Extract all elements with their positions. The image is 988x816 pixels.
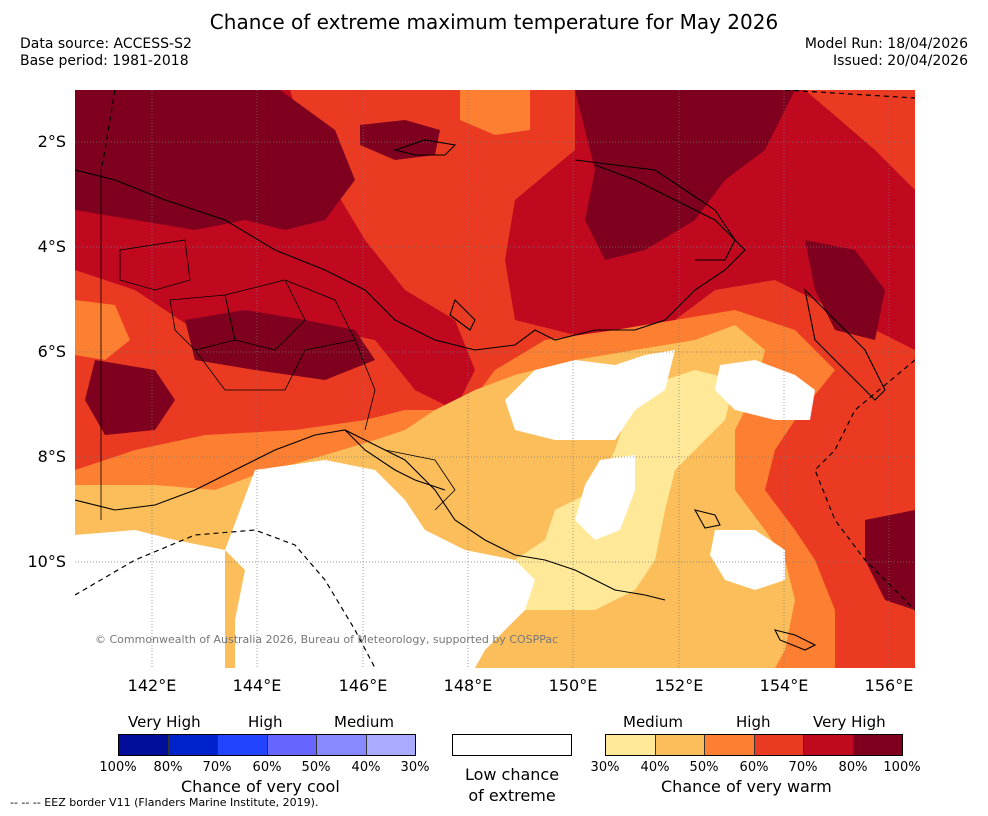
- lat-label: 10°S: [27, 552, 66, 571]
- region-low-chance-3: [715, 360, 815, 420]
- lat-label: 2°S: [37, 132, 66, 151]
- meta-left: Data source: ACCESS-S2 Base period: 1981…: [20, 36, 192, 70]
- low-chance-line2: of extreme: [468, 786, 556, 805]
- warm-swatch: [705, 735, 755, 755]
- lon-label: 146°E: [338, 676, 388, 695]
- warm-swatch: [853, 735, 902, 755]
- region-dark-west: [85, 360, 175, 435]
- lat-label: 4°S: [37, 237, 66, 256]
- warm-level-medium: Medium: [623, 713, 683, 731]
- cool-level-high: High: [248, 713, 283, 731]
- region-dark-ne: [575, 90, 795, 260]
- meta-right: Model Run: 18/04/2026 Issued: 20/04/2026: [805, 36, 968, 70]
- warm-tick: 30%: [590, 760, 620, 775]
- model-run: Model Run: 18/04/2026: [804, 36, 968, 52]
- warm-caption: Chance of very warm: [661, 777, 832, 796]
- lon-label: 148°E: [443, 676, 493, 695]
- warm-tick: 60%: [739, 760, 769, 775]
- cool-level-medium: Medium: [334, 713, 394, 731]
- warm-tick: 50%: [689, 760, 719, 775]
- lon-label: 154°E: [759, 676, 809, 695]
- cool-swatch: [168, 735, 218, 755]
- lat-label: 8°S: [37, 447, 66, 466]
- lon-label: 144°E: [232, 676, 282, 695]
- province-borders: [100, 170, 456, 520]
- cool-tick: 80%: [153, 760, 183, 775]
- eez-border-note: -- -- -- EEZ border V11 (Flanders Marine…: [10, 796, 319, 809]
- warm-tick: 100%: [883, 760, 921, 775]
- copyright-notice: © Commonwealth of Australia 2026, Bureau…: [95, 633, 559, 646]
- cool-colorbar: [118, 734, 416, 756]
- cool-tick: 40%: [351, 760, 381, 775]
- region-dark-nw: [75, 90, 355, 230]
- cool-swatch: [267, 735, 317, 755]
- warm-level-very-high: Very High: [813, 713, 886, 731]
- warm-swatch: [804, 735, 854, 755]
- lat-label: 6°S: [37, 342, 66, 361]
- region-dark-north: [360, 120, 440, 160]
- cool-caption: Chance of very cool: [181, 777, 340, 796]
- region-low-chance-5: [710, 530, 785, 590]
- warm-level-high: High: [736, 713, 771, 731]
- map-svg: [75, 90, 915, 668]
- eez-border: [75, 90, 915, 668]
- data-source: Data source: ACCESS-S2: [20, 36, 192, 52]
- region-low-chance: [75, 460, 535, 668]
- cool-tick: 100%: [99, 760, 137, 775]
- cool-swatch: [218, 735, 268, 755]
- warm-tick: 80%: [838, 760, 868, 775]
- graticule: [75, 90, 915, 668]
- region-dark-east: [805, 240, 885, 340]
- warm-tick: 40%: [640, 760, 670, 775]
- forecast-map[interactable]: [75, 90, 915, 668]
- warm-swatch: [754, 735, 804, 755]
- cool-swatch: [119, 735, 169, 755]
- region-50-60-west: [75, 300, 130, 360]
- lon-label: 150°E: [548, 676, 598, 695]
- issued-date: Issued: 20/04/2026: [833, 53, 968, 69]
- cool-tick: 30%: [400, 760, 430, 775]
- lon-label: 152°E: [654, 676, 704, 695]
- cool-level-very-high: Very High: [128, 713, 201, 731]
- warm-tick: 70%: [788, 760, 818, 775]
- warm-colorbar: [605, 734, 903, 756]
- coastline: [75, 139, 886, 651]
- region-low-chance-2: [505, 350, 675, 440]
- lon-label: 142°E: [127, 676, 177, 695]
- low-chance-swatch: [452, 734, 572, 756]
- base-period: Base period: 1981-2018: [20, 53, 189, 69]
- cool-swatch: [317, 735, 367, 755]
- cool-swatch: [366, 735, 415, 755]
- warm-swatch: [606, 735, 656, 755]
- region-dark-se: [865, 510, 915, 610]
- warm-swatch: [655, 735, 705, 755]
- lon-label: 156°E: [864, 676, 914, 695]
- chart-title: Chance of extreme maximum temperature fo…: [209, 10, 779, 34]
- cool-tick: 70%: [202, 760, 232, 775]
- low-chance-caption: Low chance of extreme: [452, 764, 572, 806]
- cool-tick: 50%: [301, 760, 331, 775]
- region-50-60-top: [460, 90, 530, 135]
- region-low-chance-4: [575, 455, 635, 540]
- cool-tick: 60%: [252, 760, 282, 775]
- low-chance-line1: Low chance: [464, 765, 560, 784]
